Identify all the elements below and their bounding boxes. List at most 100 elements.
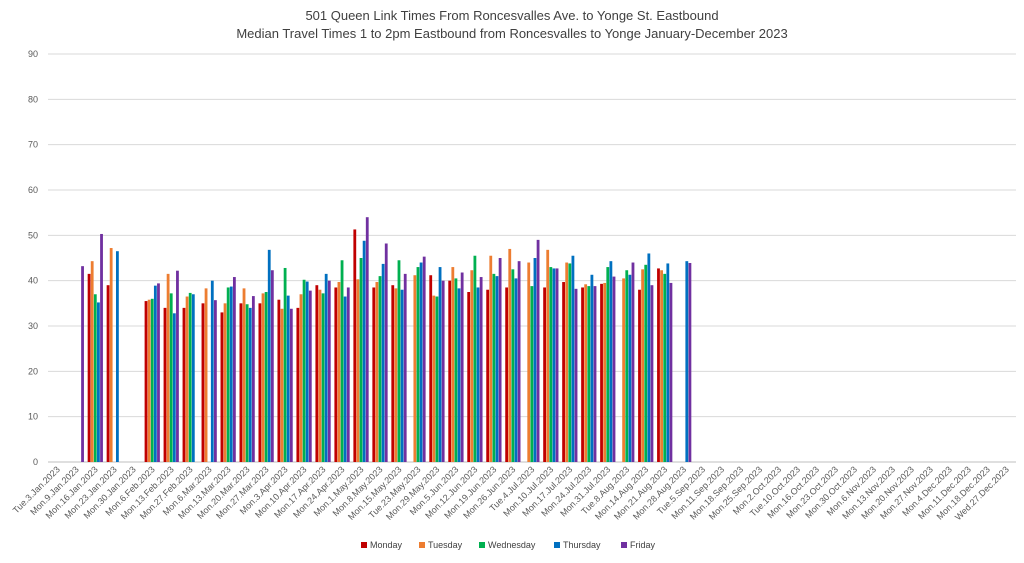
bar-friday — [631, 262, 635, 462]
bar-thursday — [343, 296, 347, 462]
chart-title: 501 Queen Link Times From Roncesvalles A… — [305, 8, 719, 23]
bar-wednesday — [397, 260, 401, 462]
bar-friday — [688, 262, 692, 462]
bar-wednesday — [283, 267, 287, 462]
bar-friday — [214, 300, 217, 462]
bar-tuesday — [546, 249, 550, 462]
bar-monday — [277, 299, 281, 462]
bar-monday — [315, 285, 319, 462]
bar-tuesday — [375, 282, 379, 462]
bar-wednesday — [530, 286, 534, 462]
bar-monday — [562, 282, 565, 462]
bar-tuesday — [413, 275, 417, 462]
bar-thursday — [381, 263, 385, 462]
chart-subtitle: Median Travel Times 1 to 2pm Eastbound f… — [236, 26, 788, 41]
bar-thursday — [685, 261, 689, 462]
bar-friday — [157, 283, 160, 462]
bar-wednesday — [245, 304, 249, 462]
bar-friday — [479, 277, 483, 462]
bar-wednesday — [549, 267, 553, 462]
bar-monday — [239, 303, 243, 462]
bar-thursday — [647, 253, 651, 462]
legend-swatch-friday — [621, 542, 627, 548]
bar-monday — [220, 312, 224, 462]
bar-tuesday — [641, 269, 645, 462]
bar-tuesday — [356, 279, 360, 462]
bar-friday — [232, 277, 236, 462]
bar-wednesday — [340, 260, 344, 462]
bar-thursday — [286, 295, 290, 462]
bar-thursday — [324, 273, 328, 462]
bar-monday — [505, 287, 509, 462]
bar-friday — [308, 290, 312, 462]
bar-thursday — [438, 267, 442, 462]
bar-monday — [87, 273, 91, 462]
bar-friday — [81, 266, 84, 462]
bar-thursday — [514, 278, 518, 462]
bar-monday — [106, 285, 110, 462]
bar-thursday — [666, 263, 670, 462]
bar-monday — [296, 307, 300, 462]
bar-friday — [593, 286, 597, 462]
bar-tuesday — [470, 270, 474, 462]
bar-tuesday — [337, 282, 341, 462]
bar-wednesday — [378, 276, 382, 462]
bar-monday — [372, 287, 376, 462]
legend-swatch-wednesday — [479, 542, 485, 548]
bar-wednesday — [511, 269, 515, 462]
bar-thursday — [476, 287, 480, 462]
bar-monday — [638, 289, 641, 462]
bar-thursday — [590, 274, 594, 462]
bar-thursday — [305, 281, 309, 462]
bar-monday — [163, 307, 167, 462]
bar-monday — [391, 285, 395, 462]
bar-thursday — [267, 249, 271, 462]
bar-monday — [600, 283, 603, 462]
bar-wednesday — [302, 279, 306, 462]
bar-tuesday — [527, 262, 531, 462]
bar-friday — [460, 272, 464, 462]
y-tick-label: 60 — [28, 185, 38, 195]
bar-thursday — [419, 262, 423, 462]
bar-wednesday — [663, 273, 667, 462]
bar-thursday — [533, 258, 537, 462]
bar-friday — [422, 256, 426, 462]
legend-label-tuesday: Tuesday — [428, 540, 463, 550]
bar-thursday — [153, 285, 157, 462]
bar-monday — [201, 303, 205, 462]
bar-tuesday — [147, 299, 151, 462]
bar-wednesday — [226, 287, 230, 462]
bar-monday — [182, 307, 186, 462]
bar-friday — [555, 268, 559, 462]
bar-friday — [384, 243, 388, 462]
bar-tuesday — [584, 284, 588, 462]
y-tick-label: 40 — [28, 276, 38, 286]
bar-thursday — [115, 251, 119, 462]
bar-tuesday — [185, 296, 189, 462]
bar-friday — [441, 280, 445, 462]
bar-thursday — [210, 280, 214, 462]
bar-tuesday — [451, 267, 455, 462]
bar-tuesday — [166, 273, 170, 462]
bar-thursday — [457, 288, 461, 462]
bar-wednesday — [625, 270, 629, 462]
bar-monday — [448, 280, 452, 462]
bar-friday — [100, 233, 103, 462]
bar-monday — [486, 289, 490, 462]
y-tick-label: 30 — [28, 321, 38, 331]
y-tick-label: 20 — [28, 366, 38, 376]
bar-wednesday — [568, 263, 572, 462]
bar-friday — [498, 258, 502, 462]
bar-friday — [403, 273, 407, 462]
bar-thursday — [248, 307, 252, 462]
bar-monday — [543, 287, 547, 462]
bar-monday — [144, 301, 148, 462]
legend-label-thursday: Thursday — [563, 540, 601, 550]
bar-wednesday — [492, 273, 496, 462]
y-tick-label: 0 — [33, 457, 38, 467]
bar-thursday — [400, 289, 404, 462]
bar-wednesday — [473, 255, 477, 462]
bar-tuesday — [109, 248, 113, 462]
